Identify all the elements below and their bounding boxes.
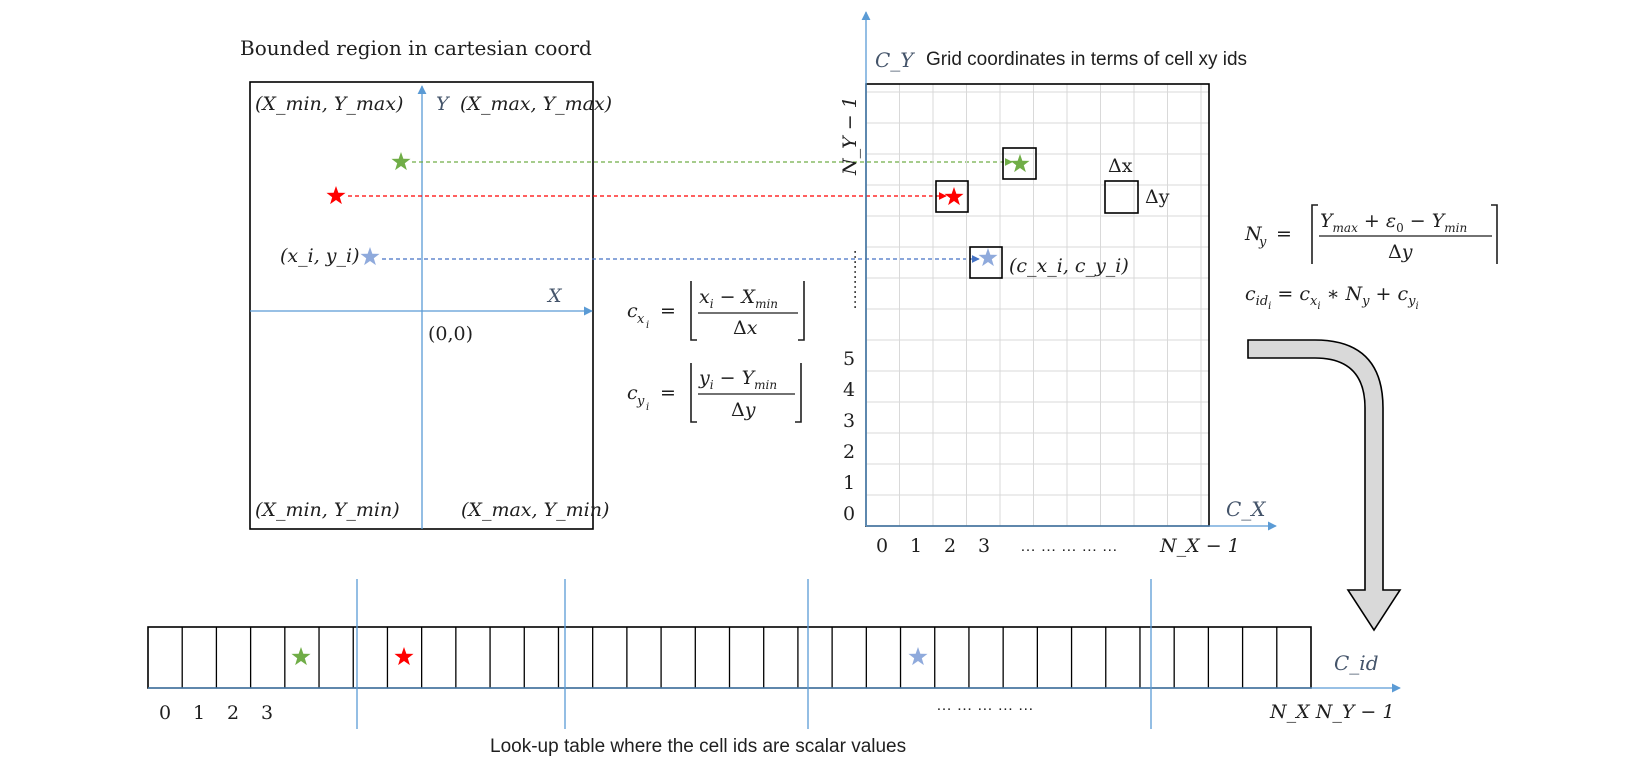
lut-tick: 3 xyxy=(261,702,273,724)
grid-x-max-label: N_X − 1 xyxy=(1159,535,1240,557)
grid-y-tick: 3 xyxy=(843,410,855,432)
cartesian-y-axis-label: Y xyxy=(436,93,451,115)
grid-y-tick: 2 xyxy=(843,441,855,463)
lut-caption: Look-up table where the cell ids are sca… xyxy=(490,736,906,757)
grid-y-tick: 0 xyxy=(843,503,855,525)
grid-x-axis-label: C_X xyxy=(1226,497,1266,521)
svg-text:yi − Ymin: yi − Ymin xyxy=(698,367,777,392)
lut-blue-star-icon xyxy=(908,647,928,666)
grid-x-tick: 2 xyxy=(944,535,956,557)
origin-label: (0,0) xyxy=(428,323,473,345)
formula-cy: c y i = yi − Ymin Δy xyxy=(627,363,802,423)
corner-label-bottom-right: (X_max, Y_min) xyxy=(461,499,609,521)
green-star-icon xyxy=(391,152,411,171)
svg-text:i: i xyxy=(646,320,649,331)
svg-text:cidi = cxi ∗ Ny + cyi: cidi = cxi ∗ Ny + cyi xyxy=(1245,283,1419,312)
grid-box xyxy=(865,83,1210,527)
svg-text:=: = xyxy=(1276,223,1292,245)
grid-panel-title: Grid coordinates in terms of cell xy ids xyxy=(926,49,1247,70)
grid-y-axis-label: C_Y xyxy=(875,48,915,72)
red-cell xyxy=(935,180,969,213)
legend-dy-label: Δy xyxy=(1145,186,1170,208)
svg-text:i: i xyxy=(646,402,649,413)
lut-red-star-icon xyxy=(394,647,414,666)
cartesian-x-axis-label: X xyxy=(546,285,563,307)
lut-axis-label: C_id xyxy=(1334,651,1379,675)
svg-text:x: x xyxy=(637,312,645,327)
grid-y-tick: 5 xyxy=(843,348,855,370)
svg-text:y: y xyxy=(1258,235,1267,250)
grid-red-star-icon xyxy=(944,187,964,206)
svg-text:Δy: Δy xyxy=(731,399,756,421)
lut-tick: 0 xyxy=(159,702,171,724)
legend-dx-label: Δx xyxy=(1108,155,1133,177)
lut-green-star-icon xyxy=(291,647,311,666)
cell-coord-label: (c_x_i, c_y_i) xyxy=(1009,255,1129,277)
curved-arrow-icon xyxy=(1247,339,1402,632)
svg-text:=: = xyxy=(660,300,676,322)
svg-text:Ymax + ε0 − Ymin: Ymax + ε0 − Ymin xyxy=(1320,210,1467,235)
grid-y-max-label: N_Y − 1 xyxy=(839,96,861,176)
grid-x-tick: 0 xyxy=(876,535,888,557)
formula-cx: c x i = xi − Xmin Δx xyxy=(627,281,805,341)
grid-y-ticks: 0 1 2 3 4 5 xyxy=(843,348,855,525)
grid-y-tick: 4 xyxy=(843,379,855,401)
grid-x-tick: 3 xyxy=(978,535,990,557)
svg-text:c: c xyxy=(627,300,638,322)
svg-text:y: y xyxy=(636,394,645,409)
blue-star-icon xyxy=(360,247,380,266)
svg-text:=: = xyxy=(660,382,676,404)
lookup-table xyxy=(147,626,1312,689)
point-label: (x_i, y_i) xyxy=(280,245,360,267)
red-star-icon xyxy=(326,186,346,205)
grid-lines xyxy=(866,84,1209,526)
left-panel-title: Bounded region in cartesian coord xyxy=(240,36,592,60)
corner-label-bottom-left: (X_min, Y_min) xyxy=(255,499,400,521)
lut-tick: 1 xyxy=(193,702,205,724)
formula-cid: cidi = cxi ∗ Ny + cyi xyxy=(1245,283,1419,312)
corner-label-top-right: (X_max, Y_max) xyxy=(460,93,612,115)
grid-x-tick: 1 xyxy=(910,535,922,557)
grid-green-star-icon xyxy=(1010,154,1030,173)
svg-text:N: N xyxy=(1244,223,1263,245)
svg-text:c: c xyxy=(627,382,638,404)
lut-separators xyxy=(356,579,1152,729)
grid-y-tick: 1 xyxy=(843,472,855,494)
lut-ellipsis: … … … … … xyxy=(936,697,1034,714)
lut-end-label: N_X N_Y − 1 xyxy=(1269,701,1394,723)
grid-y-ellipsis: ………… xyxy=(843,250,860,310)
grid-blue-star-icon xyxy=(978,248,998,267)
blue-cell xyxy=(969,246,1003,279)
corner-label-top-left: (X_min, Y_max) xyxy=(255,93,403,115)
svg-text:xi − Xmin: xi − Xmin xyxy=(699,286,778,311)
lut-tick: 2 xyxy=(227,702,239,724)
green-cell xyxy=(1002,147,1037,180)
formula-ny: N y = Ymax + ε0 − Ymin Δy xyxy=(1244,204,1498,264)
svg-text:Δy: Δy xyxy=(1388,241,1413,263)
legend-cell xyxy=(1104,180,1139,214)
grid-x-ellipsis: … … … … … xyxy=(1020,538,1118,555)
svg-text:Δx: Δx xyxy=(733,317,758,339)
